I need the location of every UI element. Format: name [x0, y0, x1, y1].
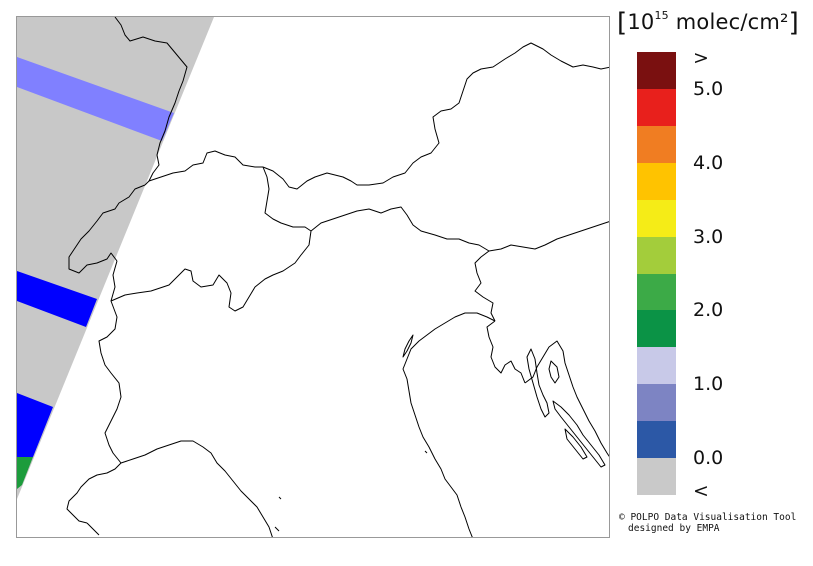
coast-liguria	[120, 440, 273, 537]
island-dot-3	[278, 496, 282, 500]
legend-swatch	[637, 162, 676, 201]
credit-line-2: designed by EMPA	[628, 523, 720, 534]
legend-swatch	[637, 384, 676, 422]
border-switzerland-italy	[110, 230, 312, 312]
island-dot-1	[424, 450, 428, 454]
border-italy-slovenia	[474, 250, 496, 322]
border-austria-italy	[310, 206, 609, 252]
legend-label: 5.0	[693, 77, 724, 100]
legend-title-unit: molec/cm²	[675, 10, 789, 34]
map-panel	[16, 16, 610, 538]
coast-venice	[402, 312, 496, 537]
island-dot-2	[274, 526, 280, 532]
legend-title: [1015 molec/cm²]	[617, 6, 800, 38]
legend-label: 0.0	[693, 447, 724, 470]
lagoon-detail	[402, 334, 414, 358]
legend-title-exponent: 15	[654, 9, 669, 22]
legend-title-base: 10	[627, 10, 655, 34]
legend-swatch	[637, 199, 676, 238]
island-krk	[548, 360, 560, 384]
legend-swatch	[637, 125, 676, 164]
credit-line-1: © POLPO Data Visualisation Tool	[619, 512, 797, 523]
legend-title-open-bracket: [	[617, 8, 628, 38]
legend-swatch	[637, 310, 676, 348]
satellite-swath	[17, 17, 214, 499]
legend-swatch	[637, 347, 676, 385]
border-rhine	[114, 17, 188, 186]
legend-color-bar	[637, 52, 676, 496]
swath-pixel-green	[17, 457, 33, 489]
legend-label: 3.0	[693, 225, 724, 248]
border-austria-west	[262, 166, 312, 232]
legend-swatch	[637, 88, 676, 127]
island-cres	[526, 348, 550, 418]
swath-pixel-blue-lower	[17, 393, 53, 457]
legend-swatch	[637, 421, 676, 459]
legend-label: <	[693, 480, 709, 503]
legend-label: 4.0	[693, 151, 724, 174]
border-germany-austria	[262, 42, 609, 190]
islands-small	[564, 428, 588, 460]
credit-text: © POLPO Data Visualisation Tool designed…	[619, 512, 796, 534]
border-switzerland-germany	[148, 150, 263, 182]
border-france-west	[68, 184, 146, 274]
legend-swatch	[637, 458, 676, 496]
borders	[66, 17, 609, 537]
legend-swatch	[637, 273, 676, 311]
legend-swatch	[637, 52, 676, 90]
legend-title-close-bracket: ]	[788, 8, 800, 38]
map-svg	[17, 17, 609, 537]
coast-croatia	[524, 340, 609, 457]
legend-label: 1.0	[693, 373, 724, 396]
swath-pixel-light-blue	[17, 57, 174, 141]
swath-pixel-blue-upper	[17, 271, 97, 327]
legend-label: >	[693, 46, 709, 69]
border-france-italy	[66, 260, 122, 524]
coast-south-west	[86, 522, 100, 536]
coast-istria	[486, 320, 526, 384]
legend-label: 2.0	[693, 299, 724, 322]
islands-dalmatia	[552, 400, 606, 468]
legend-swatch	[637, 236, 676, 274]
